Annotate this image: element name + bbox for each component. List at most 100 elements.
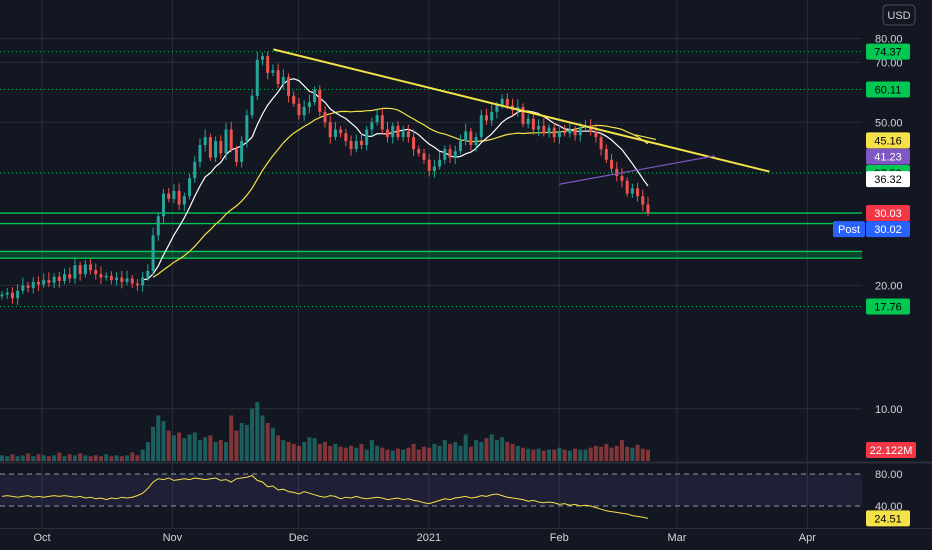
candle: [78, 261, 82, 281]
volume-bar: [31, 456, 36, 461]
candle: [42, 273, 46, 288]
candle-body: [521, 106, 525, 125]
volume-tag-text: 22.122M: [870, 445, 913, 457]
candle-body: [443, 149, 447, 160]
volume-bar: [104, 454, 109, 461]
candle-body: [594, 131, 598, 138]
time-axis-label: Dec: [289, 532, 309, 544]
candle: [636, 182, 640, 202]
volume-bar: [135, 455, 140, 461]
price-tag-ma-36-text: 36.32: [874, 174, 902, 186]
trendline-2: [559, 155, 715, 185]
candle: [115, 271, 119, 286]
candle-body: [630, 188, 634, 194]
candle: [26, 281, 30, 293]
candle: [0, 290, 4, 300]
volume-bar: [328, 445, 333, 461]
candle: [63, 268, 67, 285]
candle: [16, 284, 20, 305]
candle: [537, 119, 541, 137]
volume-bar: [406, 447, 411, 461]
volume-bar: [20, 455, 25, 461]
candle: [182, 192, 186, 212]
volume-bar: [515, 445, 520, 461]
price-tag-level-74: 74.37: [866, 43, 910, 60]
price-axis-label: 10.00: [875, 404, 903, 416]
candle: [542, 118, 546, 137]
volume-bar: [307, 437, 312, 461]
candle: [219, 135, 223, 159]
volume-bar: [609, 447, 614, 461]
candle-body: [36, 281, 40, 285]
candle-body: [26, 285, 30, 289]
candle: [266, 51, 270, 80]
candle-body: [57, 276, 61, 281]
candle-body: [188, 178, 192, 197]
candle-body: [339, 129, 343, 134]
price-tag-ma-36-box: [866, 171, 910, 188]
candle-body: [333, 129, 337, 138]
volume-bar: [323, 442, 327, 461]
volume-bar: [46, 456, 51, 461]
candle-body: [610, 159, 614, 169]
volume-bar: [349, 445, 354, 461]
candle: [354, 134, 358, 153]
volume-bar: [625, 446, 630, 461]
rsi-pane: [0, 473, 862, 519]
candle: [250, 89, 254, 119]
usd-button[interactable]: USD: [882, 4, 916, 26]
volume-bar: [479, 442, 484, 461]
candle-body: [318, 89, 322, 112]
candle-body: [349, 141, 353, 150]
volume-bar: [260, 415, 265, 461]
candle-body: [219, 141, 223, 154]
candle: [630, 183, 634, 198]
price-axis-label: 70.00: [875, 57, 903, 69]
price-tag-ma-36: 36.32: [866, 171, 910, 188]
volume-bar: [41, 455, 46, 461]
candle: [146, 264, 150, 281]
volume-bar: [442, 440, 447, 461]
currency-label: USD: [887, 10, 910, 22]
volume-bar: [93, 455, 98, 461]
volume-bar: [500, 437, 505, 461]
rsi-axis-label: 40.00: [875, 501, 903, 513]
candle-body: [328, 122, 332, 138]
candle: [412, 129, 416, 156]
price-tag-ma-41-box: [866, 148, 910, 165]
candle-body: [542, 125, 546, 134]
volume-bar: [401, 449, 406, 461]
volume-bar: [573, 448, 578, 461]
price-tag-ma-45: 45.16: [866, 132, 910, 149]
volume-bar: [229, 415, 234, 461]
candle-body: [208, 137, 212, 158]
volume-bar: [646, 449, 650, 461]
candle-body: [120, 277, 124, 282]
candle-body: [432, 166, 436, 172]
candle-body: [636, 188, 640, 197]
candle: [141, 271, 145, 292]
candle-body: [646, 204, 650, 214]
candle: [448, 144, 452, 164]
candle: [485, 108, 488, 125]
volume-bar: [224, 442, 229, 461]
candle-body: [276, 70, 280, 84]
candle-body: [485, 115, 488, 121]
candle-body: [354, 141, 358, 150]
candle: [109, 271, 113, 285]
candle-body: [604, 149, 608, 160]
candle-body: [537, 125, 541, 130]
volume-bar: [234, 430, 239, 461]
candle: [193, 156, 197, 183]
candle: [557, 125, 561, 144]
candle: [52, 273, 56, 289]
candle: [203, 129, 207, 152]
rsi-band: [0, 474, 862, 506]
volume-bar: [26, 453, 31, 461]
candle-body: [156, 216, 160, 236]
candle: [47, 272, 51, 288]
volume-bar: [109, 456, 114, 461]
volume-bar: [505, 442, 510, 461]
volume-bar: [520, 447, 525, 461]
